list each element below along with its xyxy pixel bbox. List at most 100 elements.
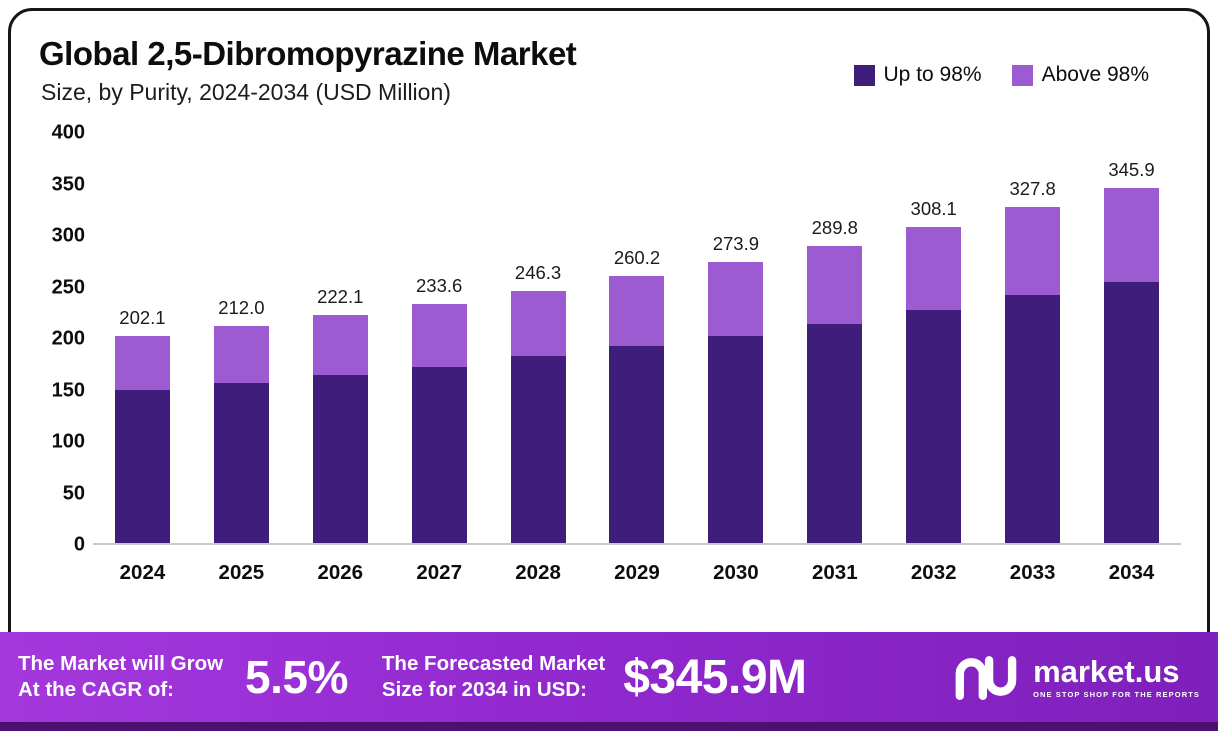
y-tick-label: 200 <box>51 327 85 350</box>
forecast-value: $345.9M <box>623 650 807 704</box>
bar-segment-above-98 <box>213 325 269 384</box>
footer-banner: The Market will Grow At the CAGR of: 5.5… <box>0 632 1218 722</box>
bar-segment-above-98 <box>1104 188 1160 282</box>
y-tick-label: 100 <box>51 430 85 453</box>
bar-segment-up-to-98 <box>510 356 566 543</box>
legend-swatch-up-to-98 <box>853 64 875 86</box>
market-us-logo-icon <box>955 656 1017 700</box>
bar-group: 289.8 <box>785 133 884 543</box>
y-tick-label: 250 <box>51 276 85 298</box>
bar-segment-up-to-98 <box>411 366 467 543</box>
bar-segment-above-98 <box>411 303 467 367</box>
bar-segment-up-to-98 <box>114 389 170 543</box>
bar-segment-above-98 <box>906 227 962 311</box>
brand-name: market.us <box>1033 653 1180 689</box>
bar-total-label: 308.1 <box>910 198 957 220</box>
bar-total-label: 246.3 <box>514 261 562 283</box>
cagr-label: The Market will Grow At the CAGR of: <box>18 651 223 702</box>
plot-area: 202.1 212.0 222.1 233.6 246.3 260.2 273.9 289.8… <box>93 133 1181 545</box>
cagr-value: 5.5% <box>245 651 348 703</box>
x-axis-label: 2025 <box>218 561 265 584</box>
x-axis: 2024 2025 2026 2027 2028 2029 2030 2031 2032 2033… <box>93 561 1181 585</box>
bar-group: 222.1 <box>291 133 390 543</box>
forecast-label-line2: Size for 2034 in USD: <box>381 678 587 701</box>
stacked-bar <box>312 315 368 543</box>
bar-segment-above-98 <box>312 315 368 376</box>
bar-group: 246.3 <box>489 133 588 543</box>
stacked-bar <box>906 227 962 543</box>
brand-block: market.us ONE STOP SHOP FOR THE REPORTS <box>951 654 1200 700</box>
legend-label: Up to 98% <box>883 63 982 86</box>
forecast-label: The Forecasted Market Size for 2034 in U… <box>382 651 605 702</box>
bar-total-label: 327.8 <box>1009 178 1056 200</box>
stacked-bar <box>1104 188 1160 543</box>
y-tick-label: 150 <box>51 379 85 401</box>
x-axis-label: 2031 <box>811 561 858 584</box>
chart-card: Global 2,5-Dibromopyrazine Market Size, … <box>8 8 1210 692</box>
legend-label: Above 98% <box>1041 63 1149 86</box>
y-axis: 400 350 300 250 200 150 100 50 0 <box>29 122 93 556</box>
x-axis-label: 2028 <box>515 561 561 584</box>
bar-group: 260.2 <box>588 133 687 543</box>
bar-total-label: 233.6 <box>416 274 463 296</box>
y-tick-label: 0 <box>73 533 85 556</box>
stacked-bar <box>114 335 170 543</box>
bar-group: 273.9 <box>686 133 785 543</box>
cagr-label-line2: At the CAGR of: <box>18 678 175 701</box>
bar-total-label: 202.1 <box>119 306 166 328</box>
bar-segment-up-to-98 <box>1104 281 1160 543</box>
bar-total-label: 289.8 <box>811 216 858 238</box>
stacked-bar <box>411 303 467 543</box>
legend: Up to 98% Above 98% <box>853 63 1149 87</box>
bar-segment-up-to-98 <box>1005 295 1061 543</box>
bar-segment-above-98 <box>114 335 170 390</box>
forecast-label-line1: The Forecasted Market <box>381 652 606 676</box>
x-axis-label: 2027 <box>416 561 462 584</box>
stacked-bar <box>510 290 566 543</box>
x-axis-label: 2032 <box>910 561 957 584</box>
bar-total-label: 222.1 <box>317 286 364 308</box>
bar-segment-up-to-98 <box>312 375 368 543</box>
bottom-accent-strip <box>0 722 1218 731</box>
stacked-bar <box>1005 207 1061 543</box>
bar-total-label: 345.9 <box>1108 159 1155 181</box>
bar-segment-up-to-98 <box>708 335 764 543</box>
bar-segment-above-98 <box>807 245 863 324</box>
bar-segment-up-to-98 <box>213 383 269 543</box>
x-axis-label: 2026 <box>317 561 364 584</box>
legend-item-above-98: Above 98% <box>1011 63 1149 87</box>
bar-segment-above-98 <box>1005 207 1061 296</box>
bar-total-label: 273.9 <box>712 233 760 255</box>
stacked-bar <box>807 245 863 543</box>
bar-group: 345.9 <box>1082 133 1181 543</box>
x-axis-label: 2033 <box>1009 561 1056 584</box>
bar-group: 308.1 <box>884 133 983 543</box>
brand-tagline: ONE STOP SHOP FOR THE REPORTS <box>1033 689 1200 699</box>
bar-segment-above-98 <box>609 276 665 347</box>
bar-group: 233.6 <box>390 133 489 543</box>
legend-swatch-above-98 <box>1011 64 1033 86</box>
stacked-bar-chart: 400 350 300 250 200 150 100 50 0 202.1 212.0 222.1… <box>29 122 1189 585</box>
x-axis-label: 2030 <box>713 561 759 584</box>
chart-subtitle: Size, by Purity, 2024-2034 (USD Million) <box>41 79 451 105</box>
y-tick-label: 300 <box>51 224 85 247</box>
cagr-label-line1: The Market will Grow <box>18 652 224 676</box>
bar-group: 202.1 <box>93 133 192 543</box>
bar-segment-up-to-98 <box>609 346 665 543</box>
bar-group: 327.8 <box>983 133 1082 543</box>
bar-total-label: 212.0 <box>218 296 265 318</box>
y-tick-label: 50 <box>62 482 85 504</box>
bar-segment-above-98 <box>510 290 566 357</box>
x-axis-label: 2034 <box>1108 561 1155 584</box>
y-tick-label: 400 <box>51 121 85 144</box>
stacked-bar <box>609 276 665 543</box>
x-axis-label: 2029 <box>614 561 660 584</box>
bar-segment-up-to-98 <box>906 310 962 543</box>
stacked-bar <box>213 325 269 543</box>
chart-title: Global 2,5-Dibromopyrazine Market <box>39 35 577 72</box>
x-axis-label: 2024 <box>119 561 166 584</box>
legend-item-up-to-98: Up to 98% <box>853 63 982 87</box>
bar-segment-above-98 <box>708 262 764 336</box>
stacked-bar <box>708 262 764 543</box>
